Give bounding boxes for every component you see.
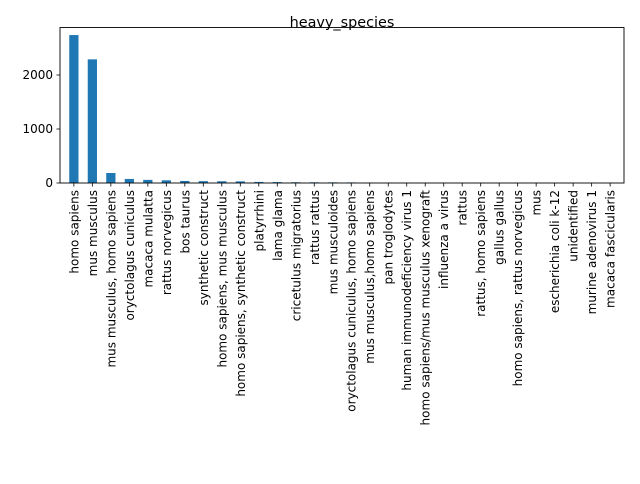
x-tick-label-0: homo sapiens bbox=[67, 190, 81, 274]
x-tick-label-23: gallus gallus bbox=[493, 190, 507, 265]
x-tick-label-15: oryctolagus cuniculus, homo sapiens bbox=[345, 190, 359, 412]
x-tick-label-4: macaca mulatta bbox=[141, 190, 155, 288]
bar-1 bbox=[88, 59, 97, 183]
bar-3 bbox=[125, 179, 134, 183]
x-tick-label-18: human immunodeficiency virus 1 bbox=[400, 190, 414, 391]
x-tick-label-10: platyrrhini bbox=[252, 190, 266, 251]
x-tick-label-6: bos taurus bbox=[178, 190, 192, 253]
x-tick-label-3: oryctolagus cuniculus bbox=[123, 190, 137, 321]
x-tick-label-29: macaca fascicularis bbox=[604, 190, 618, 308]
x-tick-label-19: homo sapiens/mus musculus xenograft bbox=[419, 190, 433, 426]
x-tick-label-8: homo sapiens, mus musculus bbox=[215, 190, 229, 368]
bar-0 bbox=[69, 35, 78, 183]
x-tick-label-5: rattus norvegicus bbox=[160, 190, 174, 295]
chart-title: heavy_species bbox=[290, 15, 395, 31]
x-tick-label-7: synthetic construct bbox=[197, 190, 211, 306]
x-tick-label-22: rattus, homo sapiens bbox=[474, 190, 488, 317]
bar-2 bbox=[106, 173, 115, 183]
x-tick-label-25: mus bbox=[530, 190, 544, 216]
y-tick-label-0: 0 bbox=[45, 176, 53, 190]
bar-4 bbox=[143, 180, 152, 183]
x-tick-label-21: rattus bbox=[456, 190, 470, 226]
x-tick-label-1: mus musculus bbox=[86, 190, 100, 276]
x-tick-label-24: homo sapiens, rattus norvegicus bbox=[511, 190, 525, 386]
y-tick-label-1: 1000 bbox=[22, 122, 53, 136]
x-tick-label-9: homo sapiens, synthetic construct bbox=[234, 190, 248, 397]
x-tick-label-27: unidentified bbox=[567, 190, 581, 262]
x-tick-label-20: influenza a virus bbox=[437, 190, 451, 289]
x-tick-label-12: cricetulus migratorius bbox=[289, 190, 303, 321]
x-tick-label-11: lama glama bbox=[271, 190, 285, 261]
y-tick-label-2: 2000 bbox=[22, 68, 53, 82]
x-tick-label-26: escherichia coli k-12 bbox=[548, 190, 562, 313]
x-tick-label-13: rattus rattus bbox=[308, 190, 322, 265]
x-tick-label-16: mus musculus,homo sapiens bbox=[363, 190, 377, 364]
x-tick-label-28: murine adenovirus 1 bbox=[585, 190, 599, 314]
x-tick-label-2: mus musculus, homo sapiens bbox=[104, 190, 118, 368]
x-tick-label-14: mus musculoides bbox=[326, 190, 340, 294]
x-tick-label-17: pan troglodytes bbox=[382, 190, 396, 284]
